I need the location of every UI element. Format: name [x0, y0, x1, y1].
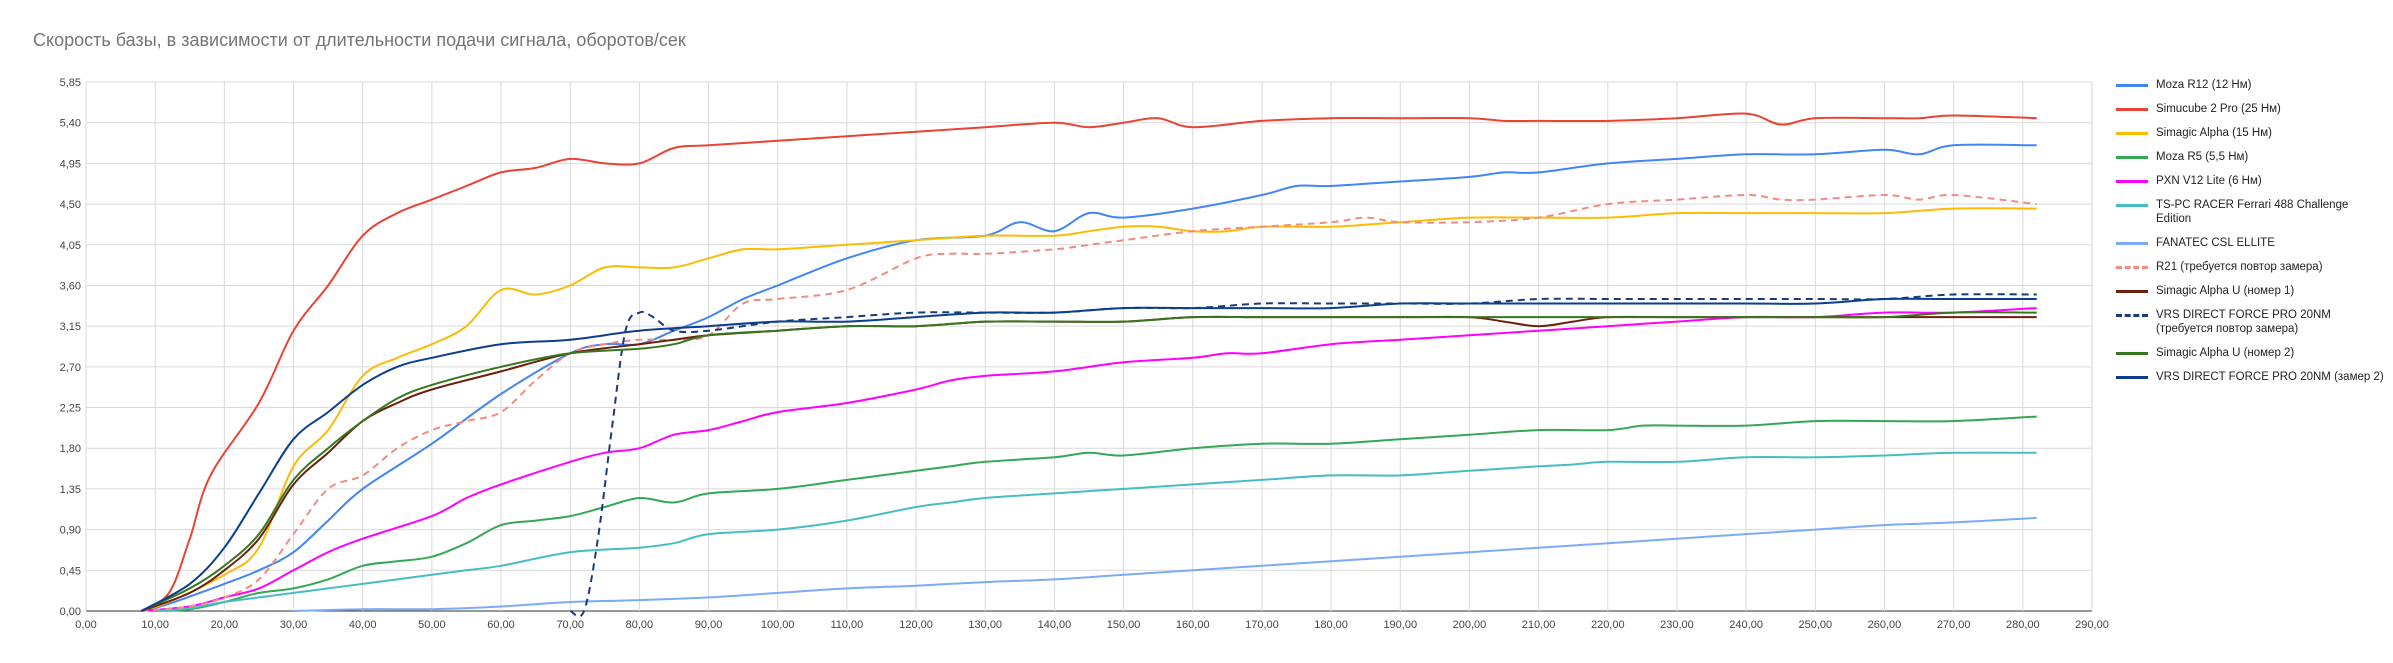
series-line-10	[569, 293, 2037, 618]
legend-swatch	[2116, 290, 2148, 293]
legend-label: R21 (требуется повтор замера)	[2156, 261, 2323, 273]
x-tick-label: 40,00	[349, 619, 377, 631]
legend-item: Moza R5 (5,5 Нм)	[2116, 150, 2386, 164]
legend-swatch	[2116, 132, 2148, 135]
legend-label: Simucube 2 Pro (25 Нм)	[2156, 103, 2281, 115]
legend-swatch	[2116, 242, 2148, 245]
chart-legend: Moza R12 (12 Нм) Simucube 2 Pro (25 Нм) Si…	[2116, 78, 2386, 394]
x-tick-label: 80,00	[626, 619, 654, 631]
y-tick-label: 1,35	[60, 484, 81, 496]
x-tick-label: 10,00	[141, 619, 169, 631]
series-line-9	[140, 315, 2037, 612]
x-tick-label: 170,00	[1245, 619, 1279, 631]
y-tick-label: 2,25	[60, 403, 81, 415]
y-tick-label: 4,05	[60, 240, 81, 252]
y-tick-label: 0,00	[60, 606, 81, 618]
legend-item: FANATEC CSL ELLITE	[2116, 236, 2386, 250]
legend-item: VRS DIRECT FORCE PRO 20NM (требуется пов…	[2116, 308, 2386, 336]
legend-item: Moza R12 (12 Нм)	[2116, 78, 2386, 92]
y-tick-label: 2,70	[60, 362, 81, 374]
x-tick-label: 70,00	[556, 619, 584, 631]
y-tick-label: 4,95	[60, 158, 81, 170]
series-line-8	[141, 193, 2037, 612]
y-tick-label: 4,50	[60, 199, 81, 211]
x-tick-label: 190,00	[1383, 619, 1417, 631]
x-tick-label: 60,00	[487, 619, 515, 631]
x-tick-label: 110,00	[830, 619, 863, 631]
series-line-7	[293, 516, 2037, 612]
legend-swatch	[2116, 376, 2148, 379]
x-tick-label: 0,00	[75, 619, 96, 631]
x-tick-label: 130,00	[968, 619, 1002, 631]
series-line-3	[140, 207, 2037, 612]
legend-label: TS-PC RACER Ferrari 488 Challenge Editio…	[2156, 199, 2349, 225]
legend-label: FANATEC CSL ELLITE	[2156, 237, 2275, 249]
y-tick-label: 5,40	[60, 118, 81, 130]
legend-swatch	[2116, 204, 2148, 207]
legend-swatch	[2116, 108, 2148, 111]
legend-label: Moza R5 (5,5 Нм)	[2156, 151, 2249, 163]
x-tick-label: 180,00	[1314, 619, 1348, 631]
x-tick-label: 100,00	[761, 619, 795, 631]
x-tick-label: 290,00	[2075, 619, 2109, 631]
legend-swatch	[2116, 266, 2148, 269]
x-tick-label: 20,00	[211, 619, 239, 631]
legend-label: Simagic Alpha U (номер 2)	[2156, 347, 2295, 359]
legend-item: TS-PC RACER Ferrari 488 Challenge Editio…	[2116, 198, 2386, 226]
legend-item: Simagic Alpha (15 Нм)	[2116, 126, 2386, 140]
legend-label: VRS DIRECT FORCE PRO 20NM (требуется пов…	[2156, 309, 2331, 335]
y-tick-label: 1,80	[60, 443, 81, 455]
legend-label: Moza R12 (12 Нм)	[2156, 79, 2252, 91]
x-tick-label: 140,00	[1038, 619, 1072, 631]
series-line-12	[140, 297, 2037, 612]
legend-item: VRS DIRECT FORCE PRO 20NM (замер 2)	[2116, 370, 2386, 384]
legend-swatch	[2116, 180, 2148, 183]
series-line-2	[140, 112, 2037, 612]
y-tick-label: 3,60	[60, 280, 81, 292]
legend-label: PXN V12 Lite (6 Нм)	[2156, 175, 2262, 187]
legend-swatch	[2116, 156, 2148, 159]
legend-item: Simucube 2 Pro (25 Нм)	[2116, 102, 2386, 116]
legend-item: Simagic Alpha U (номер 1)	[2116, 284, 2386, 298]
legend-item: R21 (требуется повтор замера)	[2116, 260, 2386, 274]
series-line-11	[140, 311, 2037, 612]
x-tick-label: 200,00	[1453, 619, 1487, 631]
x-tick-label: 90,00	[695, 619, 723, 631]
y-tick-label: 0,90	[60, 525, 81, 537]
x-tick-label: 210,00	[1522, 619, 1556, 631]
x-tick-label: 50,00	[418, 619, 446, 631]
x-tick-label: 30,00	[280, 619, 308, 631]
series-line-4	[155, 415, 2037, 612]
x-tick-label: 280,00	[2006, 619, 2040, 631]
y-tick-label: 3,15	[60, 321, 81, 333]
x-tick-label: 160,00	[1176, 619, 1210, 631]
x-tick-label: 150,00	[1107, 619, 1141, 631]
x-tick-label: 240,00	[1729, 619, 1763, 631]
x-tick-label: 220,00	[1591, 619, 1625, 631]
chart-title: Скорость базы, в зависимости от длительн…	[33, 30, 686, 50]
y-tick-label: 0,45	[60, 565, 81, 577]
legend-label: VRS DIRECT FORCE PRO 20NM (замер 2)	[2156, 371, 2384, 383]
x-tick-label: 250,00	[1798, 619, 1832, 631]
x-tick-label: 230,00	[1660, 619, 1694, 631]
legend-swatch	[2116, 314, 2148, 317]
series-line-1	[141, 143, 2037, 612]
legend-item: PXN V12 Lite (6 Нм)	[2116, 174, 2386, 188]
series-line-5	[141, 307, 2037, 612]
legend-label: Simagic Alpha (15 Нм)	[2156, 127, 2272, 139]
y-tick-label: 5,85	[60, 77, 81, 89]
legend-label: Simagic Alpha U (номер 1)	[2156, 285, 2295, 297]
x-tick-label: 270,00	[1937, 619, 1971, 631]
series-line-6	[155, 451, 2037, 612]
x-tick-label: 260,00	[1868, 619, 1902, 631]
legend-item: Simagic Alpha U (номер 2)	[2116, 346, 2386, 360]
x-tick-label: 120,00	[899, 619, 933, 631]
legend-swatch	[2116, 84, 2148, 87]
legend-swatch	[2116, 352, 2148, 355]
